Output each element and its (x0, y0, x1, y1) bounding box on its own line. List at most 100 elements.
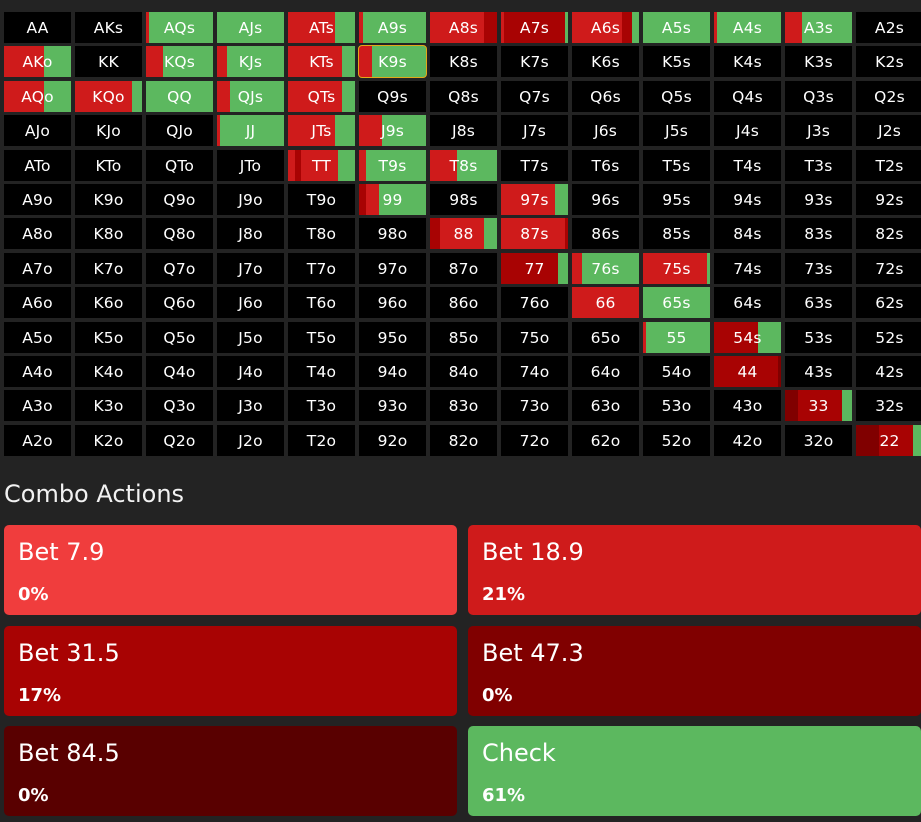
hand-cell-K9s[interactable]: K9s (358, 45, 427, 78)
hand-cell-J7s[interactable]: J7s (501, 115, 568, 146)
hand-cell-T6s[interactable]: T6s (572, 150, 639, 181)
hand-cell-54o[interactable]: 54o (643, 356, 710, 387)
hand-cell-J3o[interactable]: J3o (217, 390, 284, 421)
hand-cell-66[interactable]: 66 (572, 287, 639, 318)
hand-cell-Q9o[interactable]: Q9o (146, 184, 213, 215)
hand-cell-T7s[interactable]: T7s (501, 150, 568, 181)
hand-cell-K3o[interactable]: K3o (75, 390, 142, 421)
hand-cell-A7o[interactable]: A7o (4, 253, 71, 284)
hand-cell-JTo[interactable]: JTo (217, 150, 284, 181)
hand-cell-T5s[interactable]: T5s (643, 150, 710, 181)
hand-cell-K7o[interactable]: K7o (75, 253, 142, 284)
hand-cell-A4o[interactable]: A4o (4, 356, 71, 387)
hand-cell-K2o[interactable]: K2o (75, 425, 142, 456)
hand-cell-KK[interactable]: KK (75, 46, 142, 77)
hand-cell-82s[interactable]: 82s (856, 218, 921, 249)
hand-cell-QTs[interactable]: QTs (288, 81, 355, 112)
hand-cell-TT[interactable]: TT (288, 150, 355, 181)
hand-cell-JJ[interactable]: JJ (217, 115, 284, 146)
hand-cell-76o[interactable]: 76o (501, 287, 568, 318)
hand-cell-93s[interactable]: 93s (785, 184, 852, 215)
hand-cell-AA[interactable]: AA (4, 12, 71, 43)
hand-cell-52s[interactable]: 52s (856, 322, 921, 353)
hand-cell-A3o[interactable]: A3o (4, 390, 71, 421)
hand-cell-T2s[interactable]: T2s (856, 150, 921, 181)
hand-cell-ATs[interactable]: ATs (288, 12, 355, 43)
hand-cell-J5o[interactable]: J5o (217, 322, 284, 353)
hand-cell-44[interactable]: 44 (714, 356, 781, 387)
hand-cell-92o[interactable]: 92o (359, 425, 426, 456)
hand-cell-Q8s[interactable]: Q8s (430, 81, 497, 112)
hand-cell-A9o[interactable]: A9o (4, 184, 71, 215)
hand-cell-87s[interactable]: 87s (501, 218, 568, 249)
hand-cell-73o[interactable]: 73o (501, 390, 568, 421)
hand-cell-AJs[interactable]: AJs (217, 12, 284, 43)
hand-cell-33[interactable]: 33 (785, 390, 852, 421)
hand-cell-JTs[interactable]: JTs (288, 115, 355, 146)
hand-cell-ATo[interactable]: ATo (4, 150, 71, 181)
hand-cell-52o[interactable]: 52o (643, 425, 710, 456)
hand-cell-T2o[interactable]: T2o (288, 425, 355, 456)
hand-cell-43o[interactable]: 43o (714, 390, 781, 421)
hand-cell-AKo[interactable]: AKo (4, 46, 71, 77)
action-card-bet-7-9[interactable]: Bet 7.9 0% (4, 525, 457, 615)
hand-cell-AQs[interactable]: AQs (146, 12, 213, 43)
action-card-bet-84-5[interactable]: Bet 84.5 0% (4, 726, 457, 816)
hand-cell-84s[interactable]: 84s (714, 218, 781, 249)
hand-cell-63o[interactable]: 63o (572, 390, 639, 421)
hand-cell-98s[interactable]: 98s (430, 184, 497, 215)
hand-cell-87o[interactable]: 87o (430, 253, 497, 284)
hand-cell-T3s[interactable]: T3s (785, 150, 852, 181)
action-card-bet-31-5[interactable]: Bet 31.5 17% (4, 626, 457, 716)
hand-cell-J6o[interactable]: J6o (217, 287, 284, 318)
hand-cell-A6s[interactable]: A6s (572, 12, 639, 43)
hand-cell-83s[interactable]: 83s (785, 218, 852, 249)
hand-cell-QJo[interactable]: QJo (146, 115, 213, 146)
hand-cell-72s[interactable]: 72s (856, 253, 921, 284)
hand-cell-55[interactable]: 55 (643, 322, 710, 353)
hand-cell-Q2s[interactable]: Q2s (856, 81, 921, 112)
hand-cell-A5s[interactable]: A5s (643, 12, 710, 43)
hand-cell-KTo[interactable]: KTo (75, 150, 142, 181)
hand-cell-Q6s[interactable]: Q6s (572, 81, 639, 112)
hand-cell-KQs[interactable]: KQs (146, 46, 213, 77)
hand-cell-K4o[interactable]: K4o (75, 356, 142, 387)
hand-cell-J6s[interactable]: J6s (572, 115, 639, 146)
hand-cell-KTs[interactable]: KTs (288, 46, 355, 77)
hand-cell-65o[interactable]: 65o (572, 322, 639, 353)
hand-cell-Q3s[interactable]: Q3s (785, 81, 852, 112)
hand-cell-22[interactable]: 22 (856, 425, 921, 456)
hand-cell-T4s[interactable]: T4s (714, 150, 781, 181)
hand-cell-75s[interactable]: 75s (643, 253, 710, 284)
hand-cell-J9s[interactable]: J9s (359, 115, 426, 146)
hand-cell-86o[interactable]: 86o (430, 287, 497, 318)
hand-cell-K6s[interactable]: K6s (572, 46, 639, 77)
hand-cell-32o[interactable]: 32o (785, 425, 852, 456)
hand-cell-Q5s[interactable]: Q5s (643, 81, 710, 112)
hand-cell-K9o[interactable]: K9o (75, 184, 142, 215)
hand-cell-Q4s[interactable]: Q4s (714, 81, 781, 112)
hand-cell-A7s[interactable]: A7s (501, 12, 568, 43)
hand-cell-T9s[interactable]: T9s (359, 150, 426, 181)
hand-cell-84o[interactable]: 84o (430, 356, 497, 387)
hand-cell-T5o[interactable]: T5o (288, 322, 355, 353)
hand-cell-98o[interactable]: 98o (359, 218, 426, 249)
hand-cell-65s[interactable]: 65s (643, 287, 710, 318)
hand-cell-92s[interactable]: 92s (856, 184, 921, 215)
hand-cell-42o[interactable]: 42o (714, 425, 781, 456)
hand-cell-T8o[interactable]: T8o (288, 218, 355, 249)
hand-cell-A5o[interactable]: A5o (4, 322, 71, 353)
hand-cell-53s[interactable]: 53s (785, 322, 852, 353)
hand-cell-Q8o[interactable]: Q8o (146, 218, 213, 249)
hand-cell-J2s[interactable]: J2s (856, 115, 921, 146)
hand-cell-QTo[interactable]: QTo (146, 150, 213, 181)
hand-cell-77[interactable]: 77 (501, 253, 568, 284)
hand-cell-J4o[interactable]: J4o (217, 356, 284, 387)
hand-cell-T4o[interactable]: T4o (288, 356, 355, 387)
hand-cell-74s[interactable]: 74s (714, 253, 781, 284)
hand-cell-Q7o[interactable]: Q7o (146, 253, 213, 284)
hand-cell-94s[interactable]: 94s (714, 184, 781, 215)
hand-cell-99[interactable]: 99 (359, 184, 426, 215)
hand-cell-97s[interactable]: 97s (501, 184, 568, 215)
action-card-bet-47-3[interactable]: Bet 47.3 0% (468, 626, 921, 716)
